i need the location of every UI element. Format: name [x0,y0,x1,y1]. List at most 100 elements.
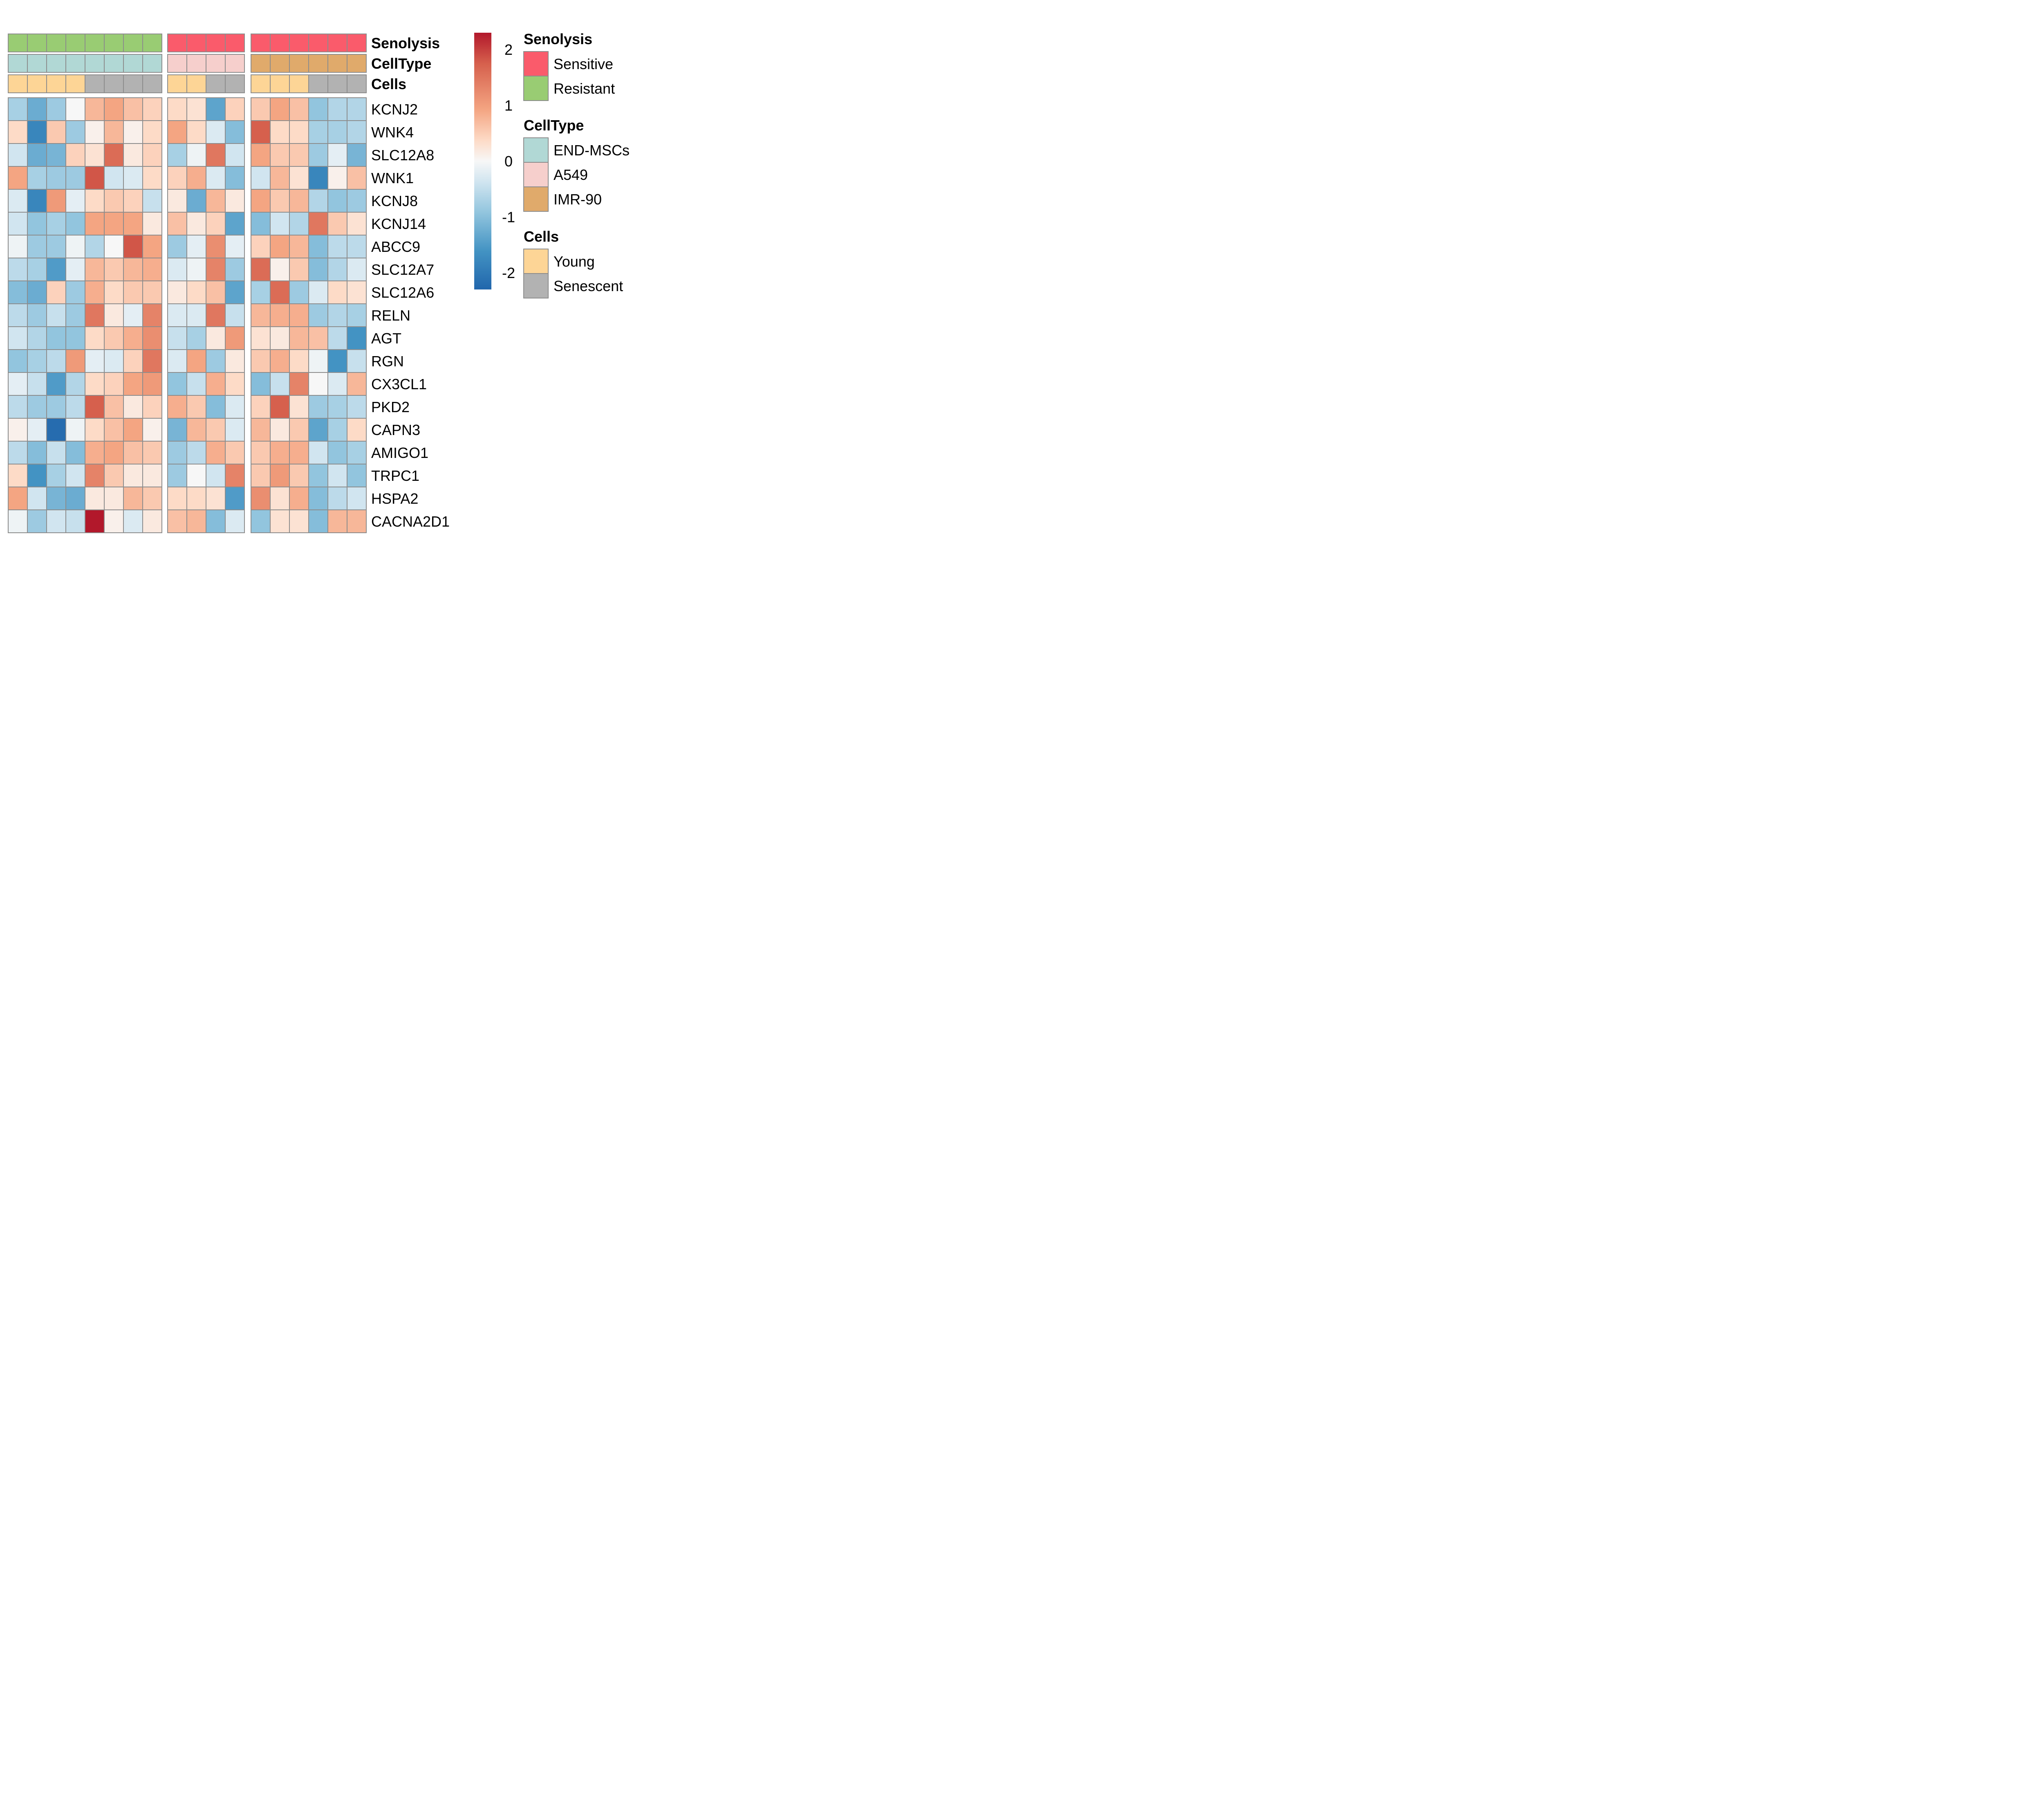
heatmap-cell [104,372,124,396]
annotation-cells-cell [251,74,271,93]
heatmap-cell [206,487,226,510]
heatmap-cell [27,212,47,236]
gene-label: AMIGO1 [371,444,428,461]
heatmap-cell [142,349,162,373]
annotation-senolysis-cell [85,34,105,52]
heatmap-cell [225,487,245,510]
heatmap-cell [123,212,143,236]
heatmap-cell [27,372,47,396]
heatmap-cell [270,509,290,533]
heatmap-cell [142,418,162,442]
heatmap-cell [225,303,245,327]
heatmap-cell [46,120,66,144]
heatmap-cell [206,143,226,167]
heatmap-cell [206,212,226,236]
heatmap-cell [308,395,328,419]
color-scale-bar: 2 1 0 -1 -2 [474,33,515,289]
annotation-celltype-cell [186,54,206,73]
heatmap-cell [308,280,328,304]
heatmap-cell [251,212,271,236]
heatmap-cell [46,235,66,258]
heatmap-cell [8,487,28,510]
heatmap-cell [167,326,187,350]
heatmap-cell [327,235,347,258]
heatmap-cell [270,120,290,144]
heatmap-cell [123,326,143,350]
heatmap-cell [308,487,328,510]
annotation-senolysis-cell [8,34,28,52]
annotation-senolysis-cell [270,34,290,52]
heatmap-cell [85,143,105,167]
heatmap-cell [167,280,187,304]
heatmap-cell [65,280,85,304]
heatmap-cell [347,166,367,190]
heatmap-cell [347,212,367,236]
heatmap-cell [142,120,162,144]
legend-item-label: Resistant [554,80,615,97]
heatmap-cell [186,326,206,350]
heatmap-cell [142,464,162,487]
heatmap-cell [85,464,105,487]
gene-label: TRPC1 [371,467,419,484]
heatmap-cell [65,120,85,144]
heatmap-cell [225,464,245,487]
heatmap-cell [85,441,105,464]
heatmap-cell [167,97,187,121]
annotation-celltype-cell [85,54,105,73]
heatmap-cell [27,143,47,167]
heatmap-cell [65,97,85,121]
annotation-cells-cell [46,74,66,93]
heatmap-cell [206,258,226,281]
annotation-celltype-cell [27,54,47,73]
heatmap-cell [327,212,347,236]
heatmap-cell [308,166,328,190]
heatmap-cell [104,464,124,487]
heatmap-cell [225,509,245,533]
gene-label: PKD2 [371,399,410,415]
heatmap-cell [8,120,28,144]
heatmap-cell [167,395,187,419]
gene-label: ABCC9 [371,238,420,255]
heatmap-cell [206,372,226,396]
annotation-celltype-cell [206,54,226,73]
heatmap-cell [142,235,162,258]
heatmap-cell [289,143,309,167]
heatmap-cell [65,212,85,236]
heatmap-cell [46,418,66,442]
heatmap-cell [347,349,367,373]
heatmap-cell [104,212,124,236]
heatmap-cell [206,97,226,121]
heatmap-cell [251,235,271,258]
heatmap-cell [123,303,143,327]
annotation-labels: Senolysis CellType Cells [371,35,440,92]
legend-title-senolysis: Senolysis [524,31,592,47]
heatmap-cell [27,395,47,419]
heatmap-cell [225,372,245,396]
heatmap-cell [308,143,328,167]
heatmap-cell [27,258,47,281]
heatmap-cell [225,395,245,419]
heatmap-cell [289,97,309,121]
heatmap-cell [65,189,85,213]
heatmap-cell [167,418,187,442]
heatmap-cell [206,418,226,442]
heatmap-cell [251,166,271,190]
heatmap-cell [251,509,271,533]
heatmap-cell [327,97,347,121]
heatmap-cell [225,258,245,281]
heatmap-cell [289,166,309,190]
heatmap-cell [270,166,290,190]
heatmap-cell [251,418,271,442]
heatmap-cell [8,166,28,190]
legend-swatch [523,186,549,212]
heatmap-cell [123,166,143,190]
heatmap-cell [327,372,347,396]
heatmap-cell [8,280,28,304]
heatmap-cell [142,509,162,533]
heatmap-cell [206,464,226,487]
heatmap-cell [225,189,245,213]
heatmap-cell [308,349,328,373]
heatmap-cell [206,166,226,190]
legend-item-label: A549 [554,166,588,183]
gene-label: CACNA2D1 [371,513,450,530]
